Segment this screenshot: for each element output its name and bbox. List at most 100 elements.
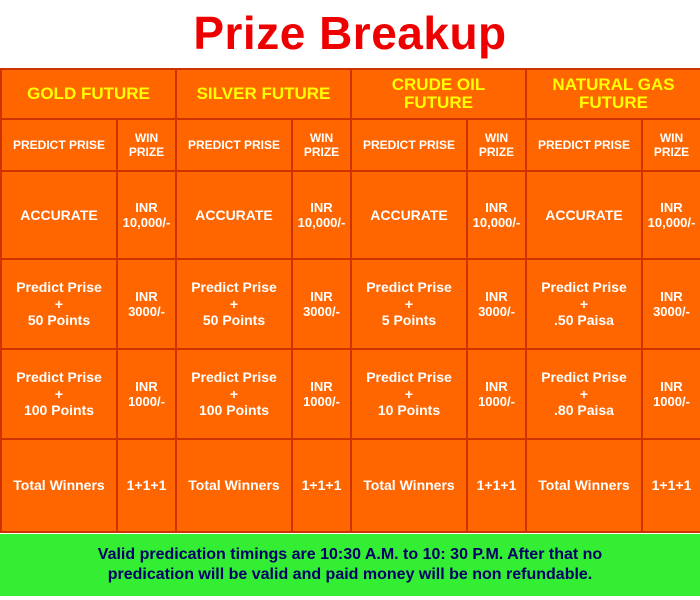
plus-sign: + [229,385,239,402]
prize-currency: INR [660,199,683,215]
market-name-line-2: FUTURE [404,93,473,112]
prize-amount: 10,000/- [297,215,346,230]
predict-points-label: Predict Prise + .50 Paisa [525,258,643,350]
accurate-label: ACCURATE [525,170,643,260]
accurate-label: ACCURATE [175,170,293,260]
accurate-prize: INR 10,000/- [116,170,177,260]
total-winners-label: Total Winners [350,438,468,533]
points-margin: 100 Points [23,402,95,419]
win-prize-header-line-2: PRIZE [128,145,165,159]
predict-prise-text: Predict Prise [541,279,627,296]
predict-prise-header: PREDICT PRISE [0,118,118,172]
predict-prise-header-label: PREDICT PRISE [362,137,455,152]
points-margin: 5 Points [381,312,437,329]
accurate-label-text: ACCURATE [20,206,98,223]
win-prize-header-line-2: PRIZE [303,145,340,159]
points-margin: .80 Paisa [554,402,614,419]
footer-line-1: Valid predication timings are 10:30 A.M.… [97,545,603,563]
points-margin: 50 Points [27,312,91,329]
points-prize: INR 3000/- [641,258,700,350]
prize-currency: INR [135,199,158,215]
market-header: SILVER FUTURE [175,68,352,120]
prize-currency: INR [135,288,158,304]
prize-currency: INR [310,288,333,304]
total-winners-text: Total Winners [538,477,630,494]
total-winners-value: 1+1+1 [116,438,177,533]
prize-amount: 3000/- [128,304,165,319]
prize-amount: 10,000/- [472,215,521,230]
win-prize-header: WIN PRIZE [116,118,177,172]
plus-sign: + [54,385,64,402]
predict-prise-text: Predict Prise [16,279,102,296]
total-winners-row: Total Winners 1+1+1 Total Winners 1+1+1 Tota… [0,438,700,533]
win-prize-header-line-2: PRIZE [478,145,515,159]
predict-points-label: Predict Prise +50 Points [175,258,293,350]
prize-amount: 3000/- [303,304,340,319]
predict-prise-header-label: PREDICT PRISE [12,137,105,152]
predict-prise-text: Predict Prise [16,369,102,386]
market-header-row: GOLD FUTURE SILVER FUTURE CRUDE OIL FUTURE N… [0,68,700,120]
prize-table: GOLD FUTURE SILVER FUTURE CRUDE OIL FUTURE N… [0,68,700,533]
points-margin: 50 Points [202,312,266,329]
accurate-label-text: ACCURATE [370,206,448,223]
page-title: Prize Breakup [193,7,507,59]
accurate-row: ACCURATE INR 10,000/- ACCURATE INR 10,000/- AC… [0,170,700,260]
total-winners-label: Total Winners [175,438,293,533]
total-winners-value: 1+1+1 [291,438,352,533]
footer-line-2: predication will be valid and paid money… [107,566,593,583]
plus-sign: + [229,295,239,312]
total-winners-text: Total Winners [13,477,105,494]
prize-currency: INR [310,378,333,394]
predict-prise-header: PREDICT PRISE [175,118,293,172]
column-header-row: PREDICT PRISE WIN PRIZE PREDICT PRISE WIN PRI… [0,118,700,172]
win-prize-header: WIN PRIZE [291,118,352,172]
total-winners-count: 1+1+1 [651,477,692,494]
total-winners-count: 1+1+1 [126,477,167,494]
predict-points-label: Predict Prise +50 Points [0,258,118,350]
plus-sign: + [54,295,64,312]
prize-currency: INR [660,378,683,394]
points-prize: INR 3000/- [116,258,177,350]
total-winners-text: Total Winners [188,477,280,494]
plus-sign: + [579,385,589,402]
points-tier-3-row: Predict Prise +100 Points INR 1000/- Predict… [0,348,700,440]
prize-amount: 1000/- [303,394,340,409]
win-prize-header: WIN PRIZE [641,118,700,172]
prize-amount: 1000/- [478,394,515,409]
prize-currency: INR [485,288,508,304]
predict-points-label: Predict Prise +100 Points [0,348,118,440]
predict-prise-header-label: PREDICT PRISE [537,137,630,152]
predict-prise-header: PREDICT PRISE [350,118,468,172]
points-prize: INR 3000/- [466,258,527,350]
win-prize-header: WIN PRIZE [466,118,527,172]
accurate-prize: INR 10,000/- [641,170,700,260]
total-winners-text: Total Winners [363,477,455,494]
prize-amount: 1000/- [653,394,690,409]
market-name: NATURAL GAS [552,74,675,94]
total-winners-label: Total Winners [0,438,118,533]
market-header: GOLD FUTURE [0,68,177,120]
predict-prise-text: Predict Prise [366,279,452,296]
prize-currency: INR [135,378,158,394]
predict-prise-text: Predict Prise [191,279,277,296]
points-prize: INR 1000/- [116,348,177,440]
predict-prise-text: Predict Prise [541,369,627,386]
points-margin: 100 Points [198,402,270,419]
predict-prise-text: Predict Prise [191,369,277,386]
win-prize-header-line-1: WIN [309,130,334,145]
predict-prise-header: PREDICT PRISE [525,118,643,172]
total-winners-count: 1+1+1 [476,477,517,494]
accurate-prize: INR 10,000/- [291,170,352,260]
accurate-label: ACCURATE [0,170,118,260]
win-prize-header-line-2: PRIZE [653,145,690,159]
prize-amount: 1000/- [128,394,165,409]
market-name: SILVER FUTURE [196,83,331,103]
prize-currency: INR [485,378,508,394]
prize-currency: INR [660,288,683,304]
footer-notice: Valid predication timings are 10:30 A.M.… [0,534,700,596]
total-winners-value: 1+1+1 [641,438,700,533]
market-name: CRUDE OIL [391,74,486,94]
points-prize: INR 3000/- [291,258,352,350]
accurate-label-text: ACCURATE [545,206,623,223]
predict-points-label: Predict Prise +5 Points [350,258,468,350]
